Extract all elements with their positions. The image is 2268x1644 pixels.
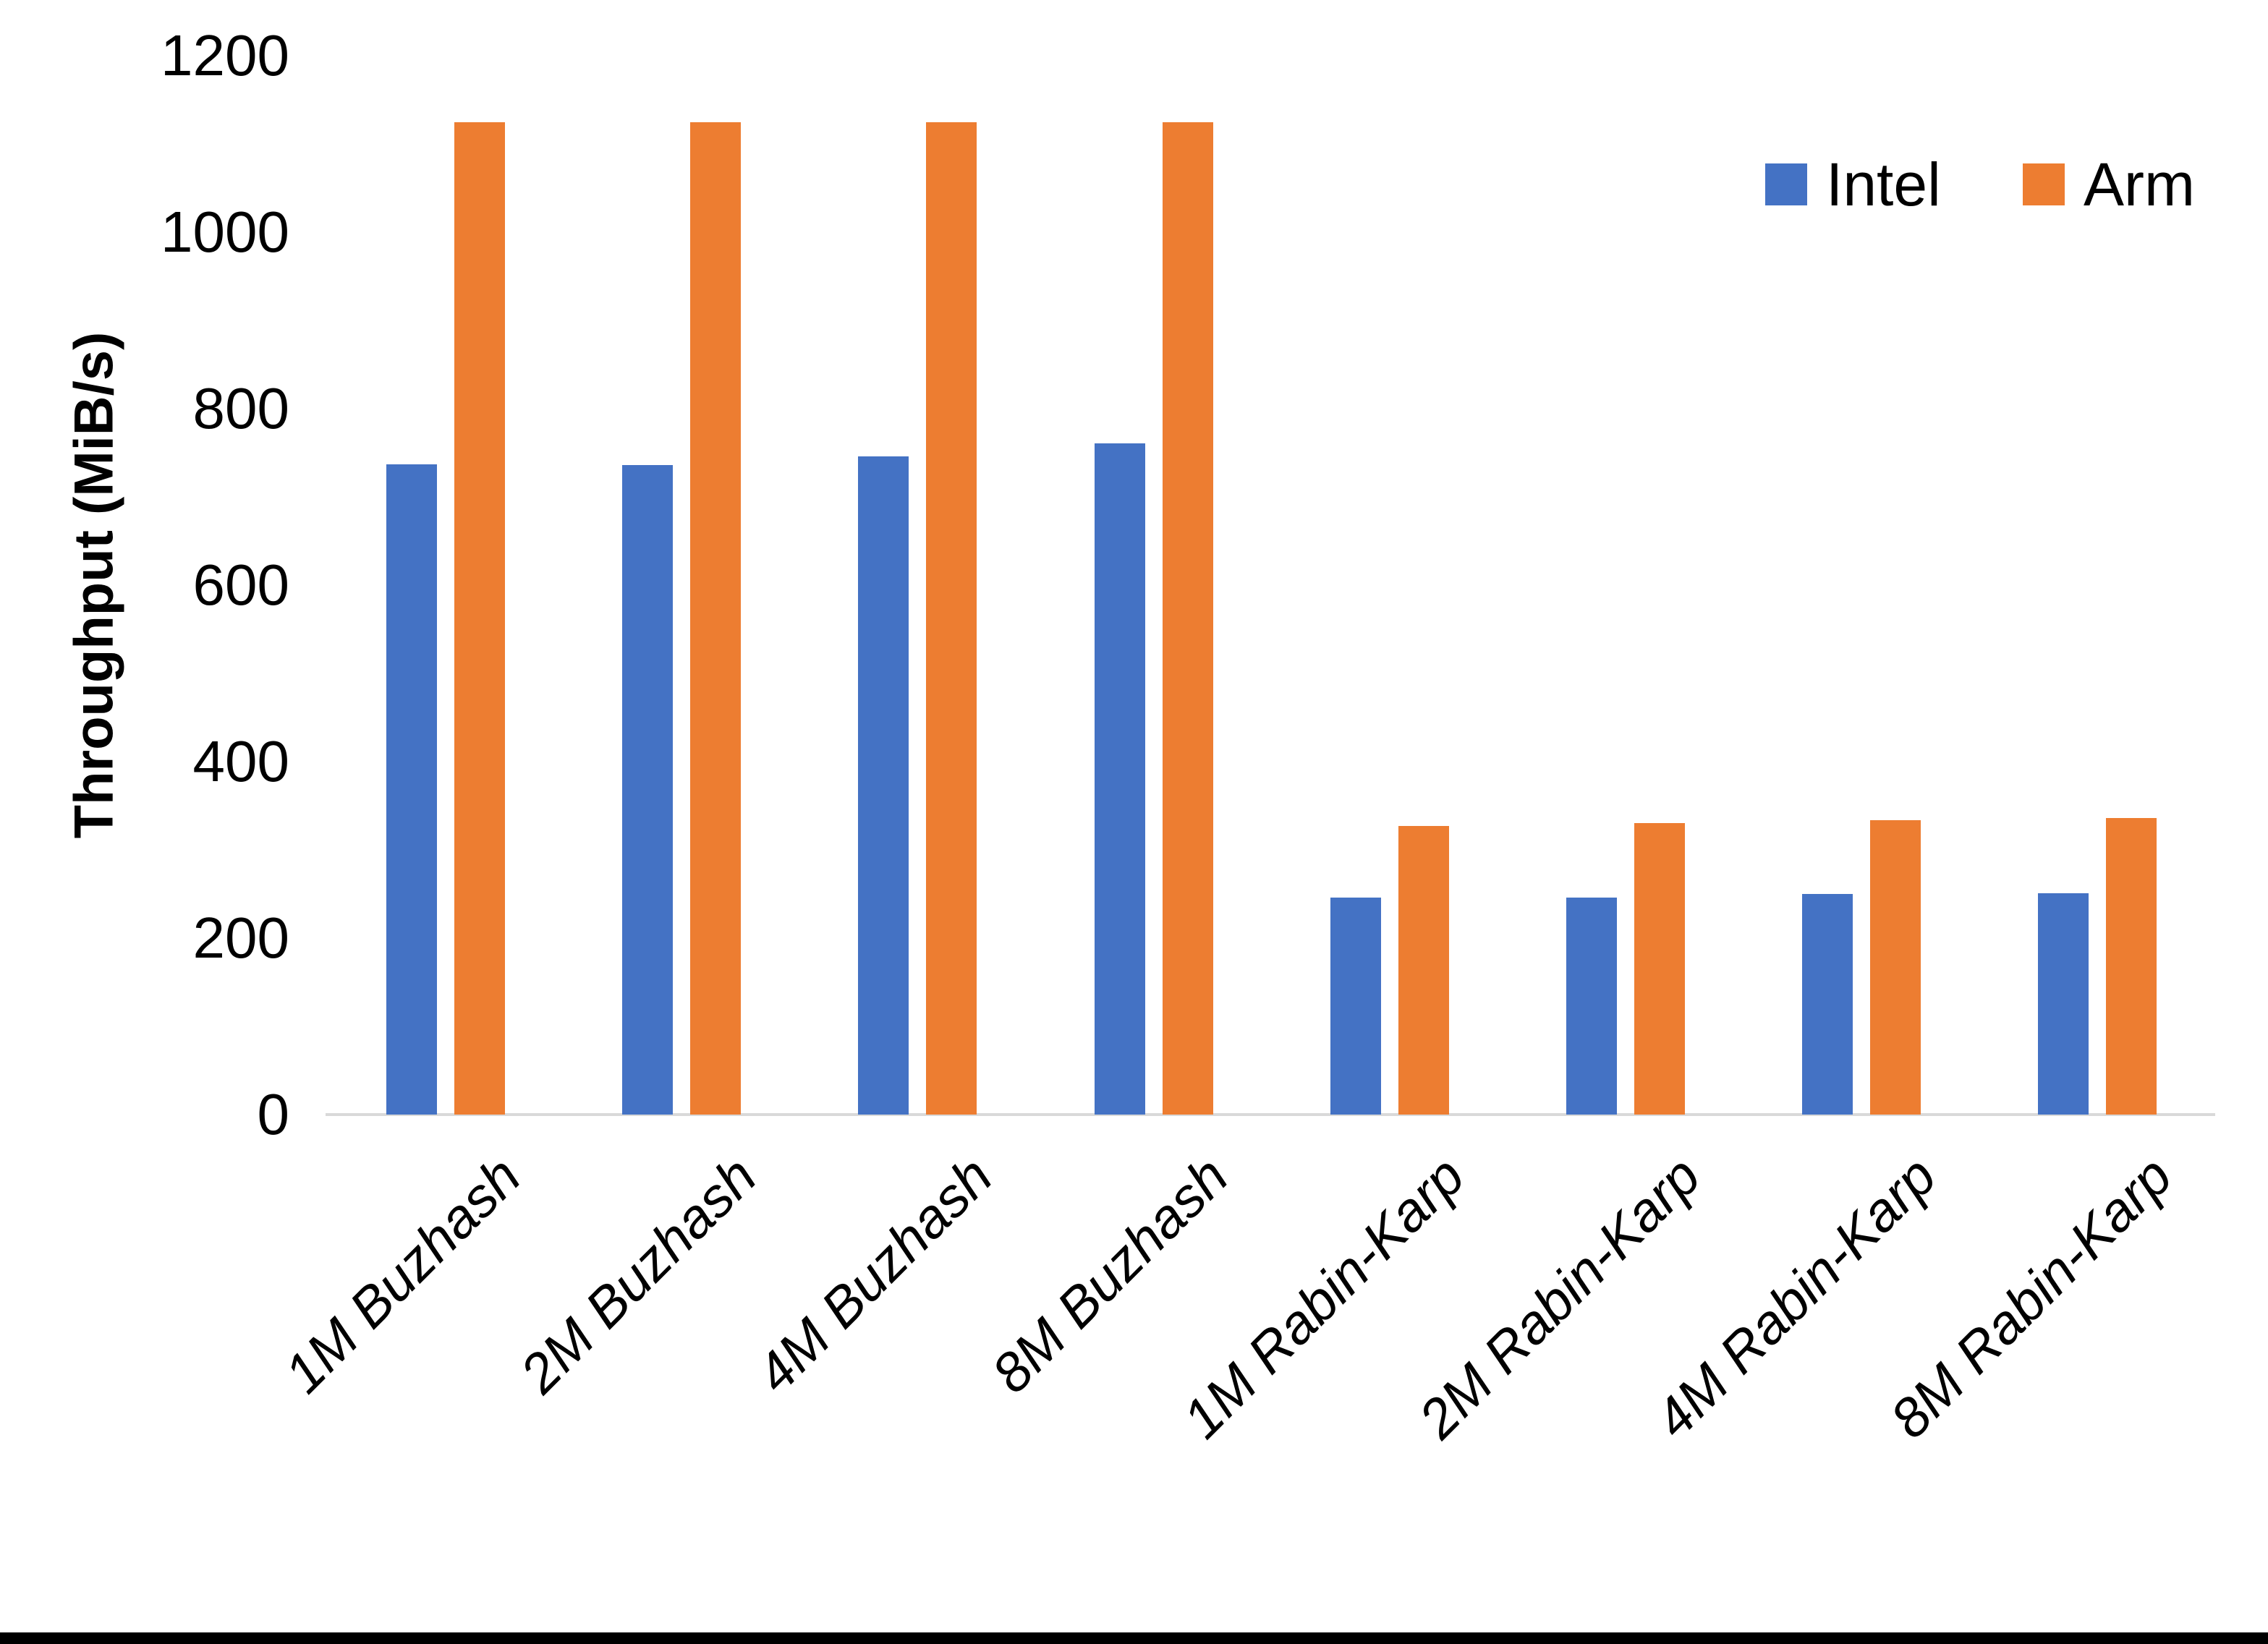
bottom-border-bar [0,1632,2268,1644]
bar-arm-4m-buzhash [926,122,977,1115]
bar-intel-1m-rabin-karp [1330,897,1381,1115]
x-category-label: 2M Buzhash [508,1145,768,1405]
bar-intel-1m-buzhash [386,464,437,1115]
bar-intel-8m-rabin-karp [2038,893,2089,1115]
x-category-label: 4M Buzhash [744,1145,1004,1405]
intel-series-swatch-icon [1765,163,1807,205]
bar-arm-2m-rabin-karp [1634,823,1685,1115]
y-tick-label: 800 [192,376,289,440]
bar-intel-8m-buzhash [1094,443,1145,1115]
y-tick-label: 400 [192,729,289,793]
y-tick-label: 1000 [161,200,289,264]
y-tick-label: 0 [257,1082,290,1146]
x-category-label: 1M Buzhash [272,1145,532,1405]
bar-arm-8m-buzhash [1162,122,1213,1115]
arm-series-swatch-icon [2023,163,2065,205]
y-tick-label: 200 [192,906,289,970]
bar-arm-8m-rabin-karp [2106,818,2157,1115]
y-tick-label: 1200 [161,23,289,88]
bar-intel-2m-buzhash [622,465,674,1115]
x-axis-line [326,1113,2215,1116]
bar-arm-1m-buzhash [454,122,505,1115]
bar-arm-1m-rabin-karp [1398,826,1449,1115]
bar-intel-4m-rabin-karp [1802,894,1853,1115]
bar-intel-2m-rabin-karp [1566,897,1617,1115]
legend-label-intel: Intel [1826,150,1941,218]
bar-arm-2m-buzhash [690,122,742,1115]
x-category-label: 8M Buzhash [980,1145,1241,1405]
legend-label-arm: Arm [2084,150,2195,218]
y-tick-label: 600 [192,553,289,617]
bar-arm-4m-rabin-karp [1870,819,1921,1115]
bar-intel-4m-buzhash [858,456,909,1115]
y-axis-title: Throughput (MiB/s) [63,331,125,839]
